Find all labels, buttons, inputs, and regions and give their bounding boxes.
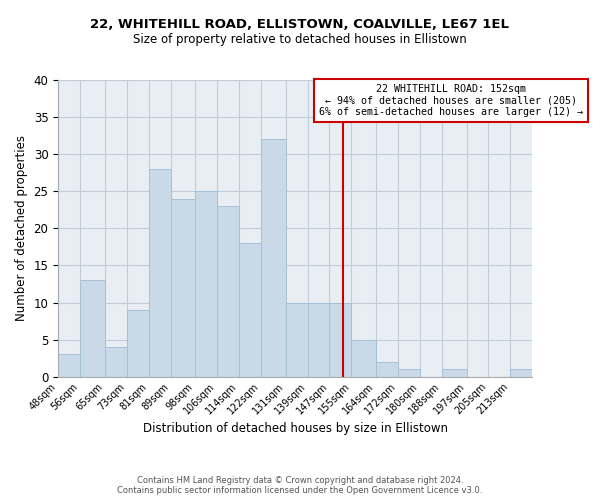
Bar: [105, 347, 127, 376]
Text: Contains HM Land Registry data © Crown copyright and database right 2024.
Contai: Contains HM Land Registry data © Crown c…: [118, 476, 482, 495]
Bar: [329, 302, 352, 376]
Bar: [195, 192, 217, 376]
Bar: [58, 354, 80, 376]
X-axis label: Distribution of detached houses by size in Ellistown: Distribution of detached houses by size …: [143, 422, 448, 435]
Bar: [127, 310, 149, 376]
Text: 22 WHITEHILL ROAD: 152sqm
← 94% of detached houses are smaller (205)
6% of semi-: 22 WHITEHILL ROAD: 152sqm ← 94% of detac…: [319, 84, 583, 117]
Bar: [170, 198, 195, 376]
Text: Size of property relative to detached houses in Ellistown: Size of property relative to detached ho…: [133, 32, 467, 46]
Bar: [352, 340, 376, 376]
Bar: [261, 140, 286, 376]
Bar: [442, 370, 467, 376]
Bar: [286, 302, 308, 376]
Bar: [398, 370, 420, 376]
Text: 22, WHITEHILL ROAD, ELLISTOWN, COALVILLE, LE67 1EL: 22, WHITEHILL ROAD, ELLISTOWN, COALVILLE…: [91, 18, 509, 30]
Bar: [217, 206, 239, 376]
Bar: [80, 280, 105, 376]
Bar: [376, 362, 398, 376]
Bar: [308, 302, 329, 376]
Bar: [149, 169, 170, 376]
Bar: [239, 243, 261, 376]
Bar: [511, 370, 532, 376]
Y-axis label: Number of detached properties: Number of detached properties: [15, 136, 28, 322]
